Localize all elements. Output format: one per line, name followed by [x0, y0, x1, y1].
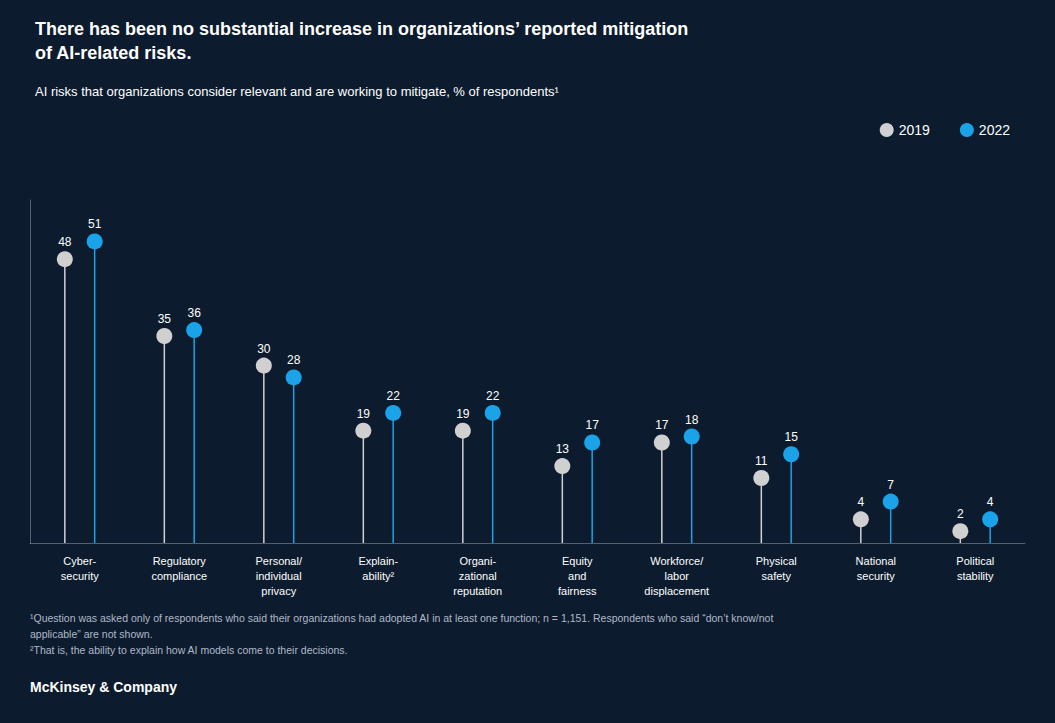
- svg-text:48: 48: [58, 235, 72, 249]
- svg-text:of AI-related risks.: of AI-related risks.: [35, 43, 191, 63]
- svg-text:Organi-: Organi-: [459, 555, 496, 567]
- svg-text:7: 7: [887, 478, 894, 492]
- svg-text:zational: zational: [459, 570, 497, 582]
- svg-text:4: 4: [857, 495, 864, 509]
- svg-text:28: 28: [287, 353, 301, 367]
- svg-text:30: 30: [257, 342, 271, 356]
- svg-text:Explain-: Explain-: [358, 555, 398, 567]
- svg-text:18: 18: [685, 413, 699, 427]
- svg-text:Political: Political: [956, 555, 994, 567]
- svg-text:22: 22: [486, 389, 500, 403]
- svg-text:17: 17: [585, 418, 599, 432]
- svg-text:National: National: [856, 555, 896, 567]
- svg-text:19: 19: [456, 407, 470, 421]
- svg-text:4: 4: [987, 495, 994, 509]
- svg-text:individual: individual: [256, 570, 302, 582]
- svg-text:compliance: compliance: [151, 570, 207, 582]
- svg-text:17: 17: [655, 418, 669, 432]
- svg-text:¹Question was asked only of re: ¹Question was asked only of respondents …: [30, 612, 773, 624]
- svg-text:2022: 2022: [979, 122, 1010, 138]
- svg-text:Physical: Physical: [756, 555, 797, 567]
- svg-text:McKinsey & Company: McKinsey & Company: [30, 679, 177, 695]
- svg-text:privacy: privacy: [261, 585, 296, 597]
- svg-text:applicable” are not shown.: applicable” are not shown.: [30, 628, 153, 640]
- svg-text:2019: 2019: [899, 122, 930, 138]
- svg-text:stability: stability: [957, 570, 994, 582]
- svg-text:15: 15: [784, 430, 798, 444]
- svg-text:ability²: ability²: [362, 570, 394, 582]
- svg-text:security: security: [61, 570, 99, 582]
- svg-text:safety: safety: [762, 570, 792, 582]
- svg-text:36: 36: [187, 306, 201, 320]
- svg-text:11: 11: [755, 454, 768, 468]
- svg-text:and: and: [568, 570, 586, 582]
- svg-text:2: 2: [957, 507, 964, 521]
- svg-text:Regulatory: Regulatory: [153, 555, 207, 567]
- svg-text:displacement: displacement: [644, 585, 709, 597]
- svg-text:security: security: [857, 570, 895, 582]
- svg-text:19: 19: [357, 407, 371, 421]
- svg-text:AI risks that organizations co: AI risks that organizations consider rel…: [35, 84, 560, 99]
- svg-text:reputation: reputation: [453, 585, 502, 597]
- svg-text:35: 35: [158, 312, 172, 326]
- svg-text:Workforce/: Workforce/: [650, 555, 704, 567]
- svg-text:13: 13: [556, 442, 570, 456]
- svg-text:There has been no substantial: There has been no substantial increase i…: [35, 19, 688, 39]
- svg-text:²That is, the ability to expla: ²That is, the ability to explain how AI …: [30, 644, 348, 656]
- svg-text:Cyber-: Cyber-: [63, 555, 96, 567]
- svg-text:22: 22: [386, 389, 400, 403]
- svg-text:Personal/: Personal/: [256, 555, 303, 567]
- svg-text:Equity: Equity: [562, 555, 593, 567]
- svg-text:fairness: fairness: [558, 585, 597, 597]
- svg-text:labor: labor: [665, 570, 690, 582]
- svg-text:51: 51: [88, 217, 102, 231]
